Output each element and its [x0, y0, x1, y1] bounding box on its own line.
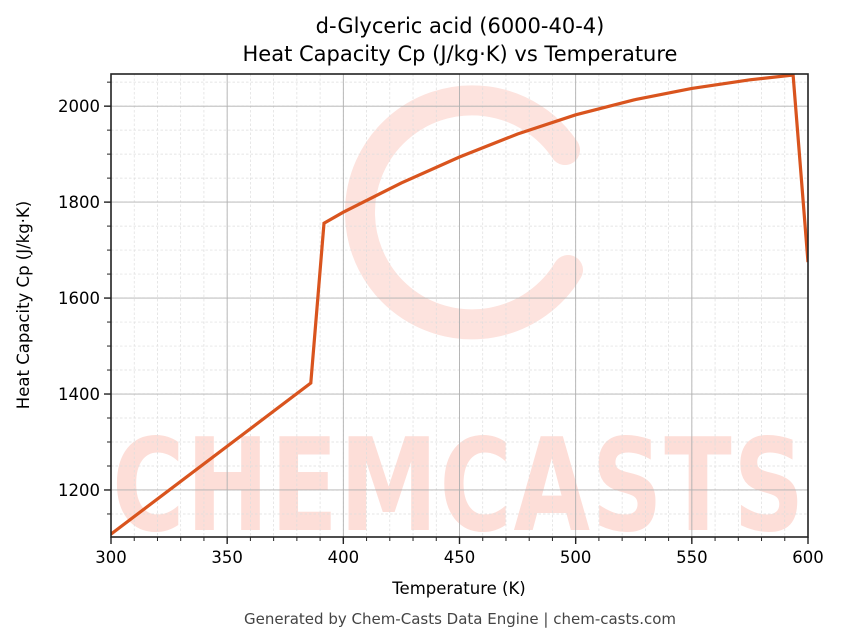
footer-credit: Generated by Chem-Casts Data Engine | ch… [244, 610, 676, 628]
y-tick-label: 1200 [58, 481, 100, 500]
y-tick-labels: 1200 1400 1600 1800 2000 [58, 97, 100, 500]
y-tick-label: 2000 [58, 97, 100, 116]
y-axis-label: Heat Capacity Cp (J/kg·K) [14, 201, 33, 409]
watermark-logo-icon [345, 85, 583, 340]
x-tick-label: 450 [444, 548, 476, 567]
watermark: CHEMCASTS [112, 85, 804, 561]
data-series [111, 74, 808, 536]
x-tick-label: 600 [792, 548, 824, 567]
x-tick-label: 300 [95, 548, 127, 567]
major-grid [110, 74, 809, 537]
y-tick-label: 1400 [58, 385, 100, 404]
axis-ticks [104, 81, 809, 544]
x-tick-label: 400 [328, 548, 360, 567]
chart-subtitle: Heat Capacity Cp (J/kg·K) vs Temperature [243, 42, 678, 66]
x-tick-label: 350 [211, 548, 243, 567]
x-tick-label: 500 [560, 548, 592, 567]
y-tick-label: 1800 [58, 193, 100, 212]
x-tick-label: 550 [676, 548, 708, 567]
series-line [111, 74, 808, 536]
y-tick-label: 1600 [58, 289, 100, 308]
chart-title: d-Glyceric acid (6000-40-4) [316, 14, 605, 38]
x-tick-labels: 300 350 400 450 500 550 600 [95, 548, 824, 567]
x-axis-label: Temperature (K) [391, 579, 525, 598]
